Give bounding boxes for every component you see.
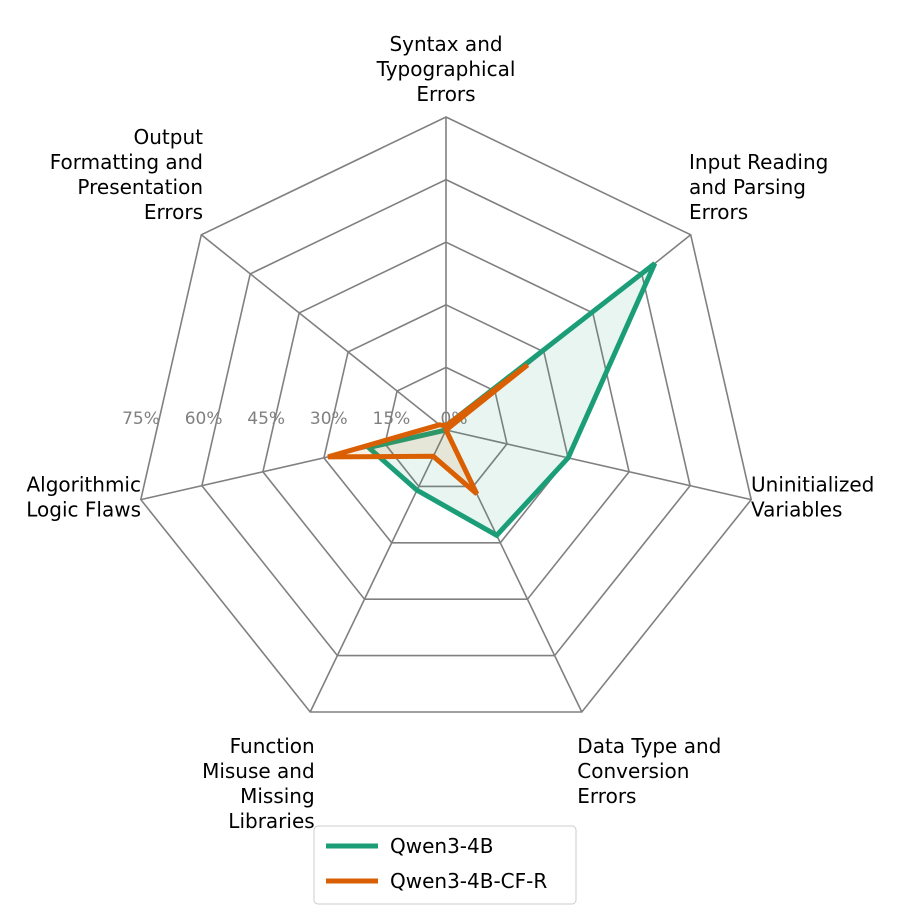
axis-label-line: Logic Flaws <box>26 498 141 522</box>
axis-label-line: Formatting and <box>50 150 203 174</box>
axis-label-line: Libraries <box>228 809 314 833</box>
axis-label-algorithmic: Algorithmic Logic Flaws <box>26 473 141 522</box>
grid-ring-45 <box>262 241 630 601</box>
axis-label-data-type-and: Data Type and Conversion Errors <box>577 734 721 808</box>
series-line-qwen3-4b-cf-r <box>327 362 530 496</box>
axis-label-line: Conversion <box>577 759 689 783</box>
series-layer <box>327 261 658 539</box>
axis-label-line: Missing <box>240 784 315 808</box>
series-line-qwen3-4b <box>363 261 658 539</box>
axis-label-line: Errors <box>144 200 203 224</box>
legend-label-qwen3-4b-cf-r: Qwen3-4B-CF-R <box>390 869 547 893</box>
axis-label-line: Function <box>230 734 315 758</box>
legend: Qwen3-4B Qwen3-4B-CF-R <box>313 825 577 905</box>
axis-label-line: Variables <box>751 498 842 522</box>
axis-label-line: Syntax and <box>389 32 502 56</box>
grid-ring-75 <box>139 116 753 713</box>
axis-label-line: Presentation <box>77 175 203 199</box>
axis-label-syntax-and: Syntax and Typographical Errors <box>376 32 516 106</box>
axis-label-line: Errors <box>689 200 748 224</box>
axis-label-line: Input Reading <box>689 150 828 174</box>
axis-label-line: Data Type and <box>577 734 721 758</box>
tick-label-75: 75% <box>122 409 160 429</box>
grid-ring-60 <box>201 178 691 657</box>
legend-label-qwen3-4b: Qwen3-4B <box>390 834 493 858</box>
tick-label-15: 15% <box>373 409 411 429</box>
series-fill-qwen3-4b <box>368 263 655 536</box>
radial-tick-labels: 0%15%30%45%60%75% <box>122 409 467 429</box>
axis-label-function: Function Misuse and Missing Libraries <box>202 734 315 833</box>
grid-spoke-4 <box>309 429 447 713</box>
grid-ring-15 <box>384 366 508 488</box>
axis-label-uninitialized: Uninitialized Variables <box>751 473 874 522</box>
tick-label-45: 45% <box>247 409 285 429</box>
axis-label-line: Output <box>134 125 204 149</box>
axis-label-line: Typographical <box>376 57 516 81</box>
axis-label-output: Output Formatting and Presentation Errors <box>50 125 203 224</box>
grid-spoke-2 <box>445 429 752 501</box>
axis-label-line: and Parsing <box>689 175 806 199</box>
axis-label-line: Errors <box>577 784 636 808</box>
axis-label-input-reading: Input Reading and Parsing Errors <box>689 150 828 224</box>
tick-label-60: 60% <box>185 409 223 429</box>
tick-label-30: 30% <box>310 409 348 429</box>
axis-label-line: Errors <box>416 82 475 106</box>
axis-label-line: Algorithmic <box>26 473 141 497</box>
axis-label-line: Uninitialized <box>751 473 874 497</box>
grid-spoke-6 <box>200 234 447 431</box>
grid-ring-30 <box>323 303 569 544</box>
legend-box <box>313 825 577 905</box>
axis-label-line: Misuse and <box>202 759 315 783</box>
